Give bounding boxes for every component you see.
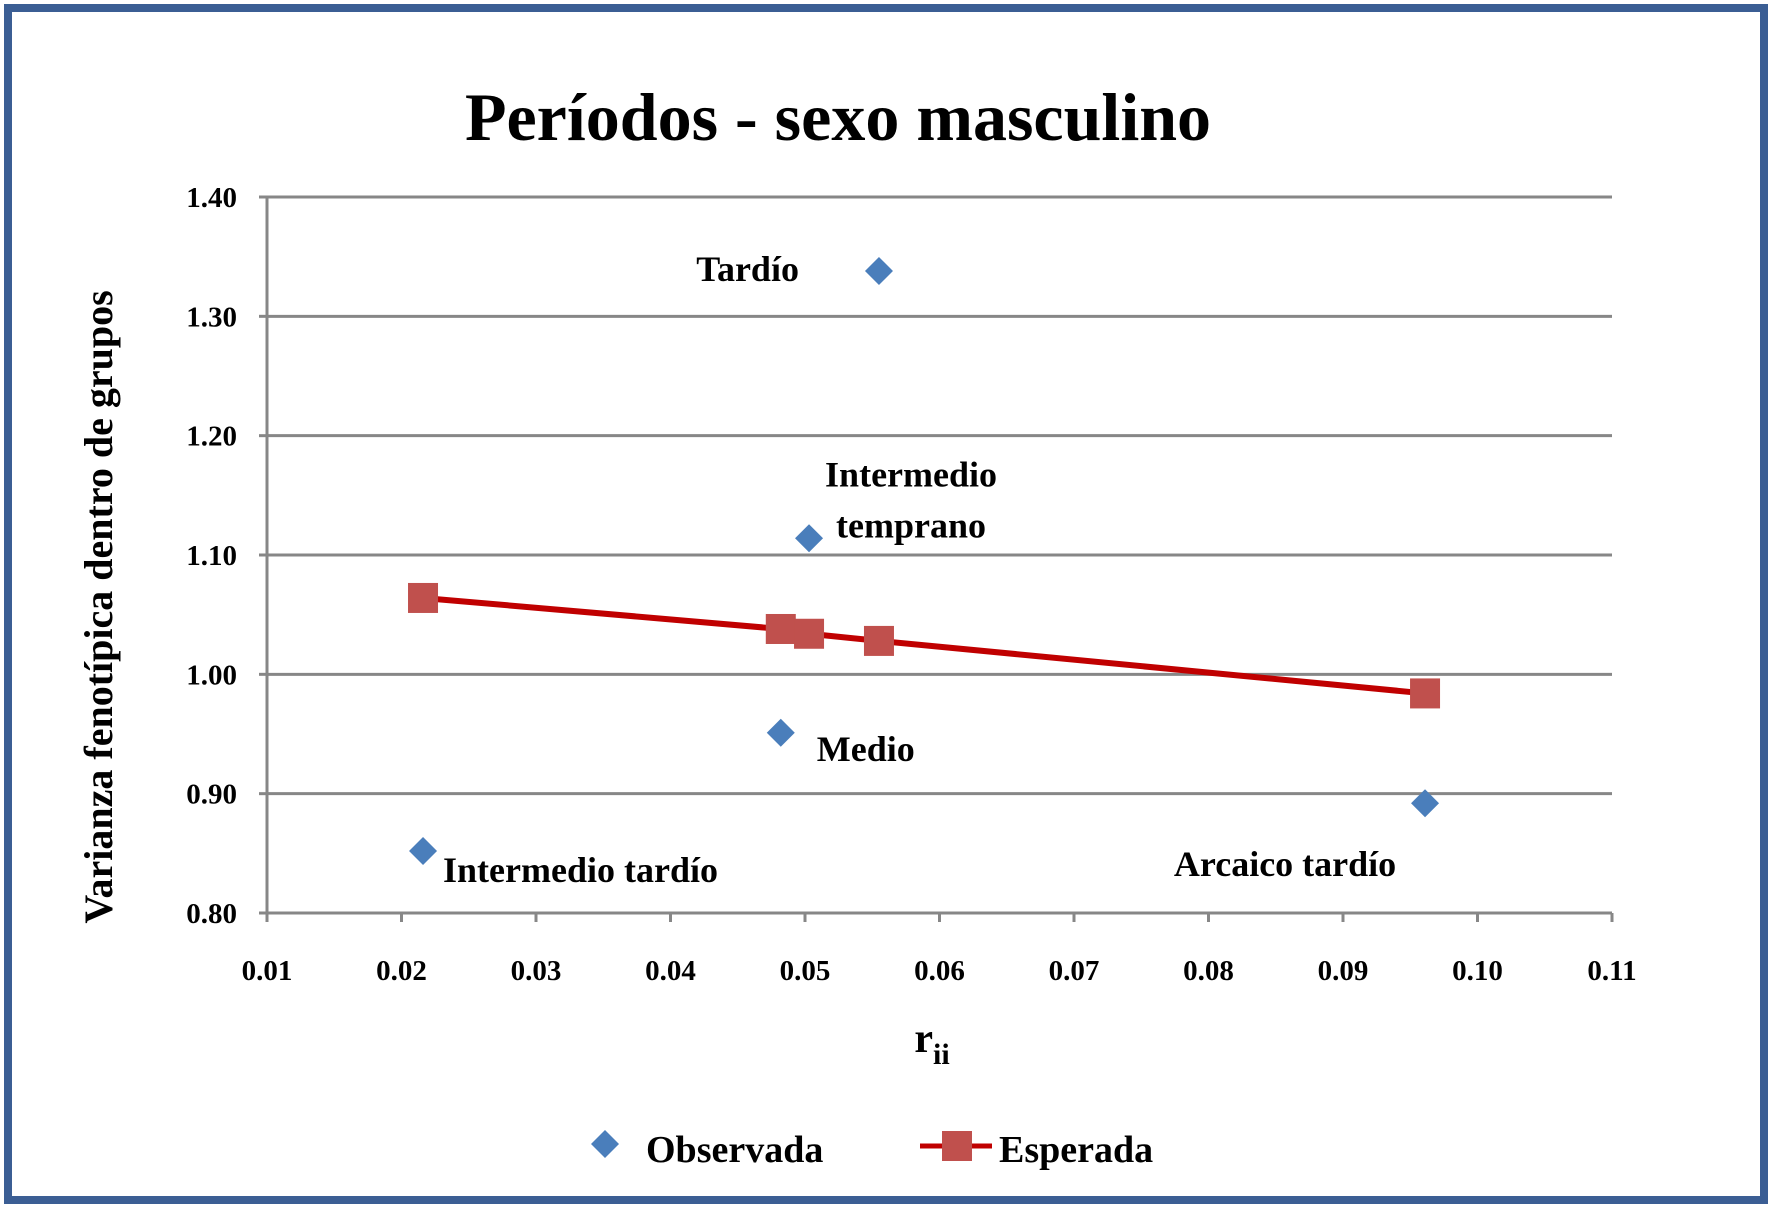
point-label: Intermedio temprano (825, 454, 997, 545)
point-label: Arcaico tardío (1174, 844, 1396, 884)
y-tick-label: 0.80 (186, 898, 237, 930)
esperada-point (794, 618, 825, 649)
legend: Observada Esperada (591, 1129, 1153, 1171)
observada-point (409, 836, 438, 865)
point-label-line: temprano (836, 505, 986, 545)
esperada-point (765, 613, 796, 644)
x-tick-label: 0.03 (511, 955, 562, 987)
chart-title: Períodos - sexo masculino (465, 79, 1211, 155)
legend-observada-label: Observada (646, 1129, 823, 1171)
x-tick-label: 0.09 (1318, 955, 1369, 987)
y-tick-labels: 0.80 0.90 1.00 1.10 1.20 1.30 1.40 (186, 182, 237, 930)
point-label: Tardío (696, 249, 799, 289)
point-label: Medio (817, 729, 915, 769)
y-tick-label: 0.90 (186, 779, 237, 811)
point-label-line: Medio (817, 729, 915, 769)
x-tick-label: 0.06 (914, 955, 965, 987)
x-tick-label: 0.01 (242, 955, 293, 987)
observada-point (795, 524, 824, 553)
x-tick-label: 0.10 (1452, 955, 1503, 987)
x-tick-label: 0.02 (376, 955, 427, 987)
y-tick-label: 1.20 (186, 421, 237, 453)
chart-frame (4, 4, 1768, 1204)
x-tick-label: 0.08 (1183, 955, 1234, 987)
x-axis-label-main: r (914, 1016, 933, 1062)
observada-point (864, 256, 893, 285)
x-tick-label: 0.11 (1587, 955, 1636, 987)
x-tick-label: 0.07 (1049, 955, 1100, 987)
point-labels: Intermedio tardío Medio Intermedio temprano… (443, 249, 1396, 890)
axes (259, 195, 1614, 922)
y-axis-label: Varianza fenotípica dentro de grupos (76, 290, 121, 923)
legend-esperada-marker (942, 1131, 972, 1161)
gridlines (267, 195, 1612, 796)
y-tick-label: 1.10 (186, 540, 237, 572)
point-label-line: Tardío (696, 249, 799, 289)
x-axis-label-subscript: ii (933, 1038, 950, 1071)
y-tick-label: 1.30 (186, 301, 237, 333)
x-tick-label: 0.05 (780, 955, 831, 987)
esperada-point (1410, 678, 1441, 709)
y-tick-label: 1.00 (186, 659, 237, 691)
x-axis-label: rii (914, 1016, 949, 1071)
point-label-line: Arcaico tardío (1174, 844, 1396, 884)
y-tick-label: 1.40 (186, 182, 237, 214)
esperada-point (863, 625, 894, 656)
esperada-line (422, 594, 1426, 697)
point-label-line: Intermedio tardío (443, 850, 718, 890)
observada-point (1411, 789, 1440, 818)
x-tick-label: 0.04 (645, 955, 696, 987)
x-tick-labels: 0.01 0.02 0.03 0.04 0.05 0.06 0.07 0.08 0.09 0.10… (242, 955, 1637, 987)
legend-observada-marker (591, 1130, 619, 1158)
point-label: Intermedio tardío (443, 850, 718, 890)
series (408, 256, 1441, 865)
legend-esperada-label: Esperada (999, 1129, 1153, 1171)
observada-point (766, 718, 795, 747)
point-label-line: Intermedio (825, 454, 997, 494)
esperada-point (408, 582, 439, 613)
